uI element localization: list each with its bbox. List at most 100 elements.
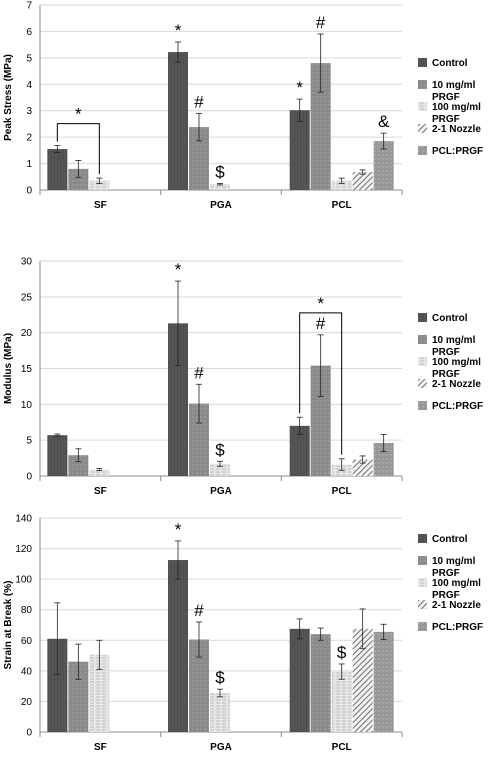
y-axis-label: Strain at Break (%) xyxy=(3,581,14,670)
x-category-label: PGA xyxy=(210,486,232,497)
y-tick-label: 10 xyxy=(21,400,33,411)
bar-100-mg-ml-prgf-sf xyxy=(89,654,110,732)
y-tick-label: 7 xyxy=(26,1,32,12)
legend-swatch xyxy=(418,622,427,631)
bar-10-mg-ml-prgf-pcl xyxy=(310,63,331,191)
y-tick-label: 140 xyxy=(15,514,32,525)
legend-label: Control xyxy=(432,313,468,324)
legend-swatch xyxy=(418,335,427,344)
y-tick-label: 6 xyxy=(26,27,32,38)
bar-2-1-nozzle-pcl xyxy=(352,172,373,190)
legend-swatch xyxy=(418,313,427,322)
bar-control-pga xyxy=(168,323,188,476)
legend-label: PRGF xyxy=(432,114,460,125)
legend-label: 100 mg/ml xyxy=(432,357,481,368)
legend-label: PRGF xyxy=(432,590,460,601)
x-category-label: SF xyxy=(94,742,107,753)
x-category-label: PCL xyxy=(332,742,352,753)
legend-label: PCL:PRGF xyxy=(432,401,483,412)
significance-marker: $ xyxy=(215,162,225,181)
legend-label: PRGF xyxy=(432,568,460,579)
x-category-label: SF xyxy=(94,200,107,211)
significance-marker: * xyxy=(296,78,303,97)
legend-label: PCL:PRGF xyxy=(432,146,483,157)
x-category-label: PCL xyxy=(332,486,352,497)
chart-panel-3: 0 20 40 60 80 100 120 140 Strain at Break (%) SF P… xyxy=(3,514,403,753)
bar-control-sf xyxy=(47,435,68,476)
bar-10-mg-ml-prgf-pcl xyxy=(310,634,331,732)
y-tick-label: 80 xyxy=(21,605,33,616)
bar-2-1-nozzle-pcl xyxy=(352,628,373,732)
bar-control-pcl xyxy=(289,425,310,476)
legend-label: 2-1 Nozzle xyxy=(432,379,481,390)
bar-2-1-nozzle-pcl xyxy=(352,459,373,476)
legend-label: 2-1 Nozzle xyxy=(432,124,481,135)
legend-label: 10 mg/ml xyxy=(432,556,476,567)
y-tick-label: 3 xyxy=(26,106,32,117)
bar-100-mg-ml-prgf-pga xyxy=(210,693,230,732)
y-tick-label: 25 xyxy=(21,292,33,303)
significance-bracket xyxy=(299,312,343,455)
legend-swatch xyxy=(418,58,427,67)
significance-marker: * xyxy=(175,21,182,40)
bar-100-mg-ml-prgf-sf xyxy=(89,469,110,476)
bar-10-mg-ml-prgf-pcl xyxy=(310,365,331,476)
legend-label: PCL:PRGF xyxy=(432,622,483,633)
significance-marker: * xyxy=(175,260,182,279)
x-category-label: PGA xyxy=(210,742,232,753)
legend-swatch xyxy=(418,80,427,89)
legend-swatch xyxy=(418,102,427,111)
x-category-label: SF xyxy=(94,486,107,497)
y-tick-label: 5 xyxy=(26,436,32,447)
significance-marker: # xyxy=(316,13,326,32)
y-axis-label: Modulus (MPa) xyxy=(3,333,14,404)
y-axis-label: Peak Stress (MPa) xyxy=(3,54,14,141)
y-tick-label: 2 xyxy=(26,133,32,144)
bar-pcl-prgf-pcl xyxy=(373,631,394,732)
legend-swatch xyxy=(418,357,427,366)
y-tick-label: 0 xyxy=(26,186,32,197)
legend-label: 100 mg/ml xyxy=(432,102,481,113)
legend-label: PRGF xyxy=(432,347,460,358)
bar-control-sf xyxy=(47,149,68,190)
legend-swatch xyxy=(418,556,427,565)
y-tick-label: 0 xyxy=(26,472,32,483)
y-tick-label: 120 xyxy=(15,544,32,555)
legend-label: 10 mg/ml xyxy=(432,80,476,91)
y-tick-label: 4 xyxy=(26,80,32,91)
legend-label: PRGF xyxy=(432,92,460,103)
y-tick-label: 1 xyxy=(26,159,32,170)
legend-label: 100 mg/ml xyxy=(432,578,481,589)
significance-marker: * xyxy=(317,294,324,313)
y-tick-label: 100 xyxy=(15,575,32,586)
legend-swatch xyxy=(418,401,427,410)
bar-control-pga xyxy=(168,560,188,732)
bar-100-mg-ml-prgf-pga xyxy=(210,463,230,476)
y-tick-label: 40 xyxy=(21,666,33,677)
significance-marker: # xyxy=(194,92,204,111)
significance-marker: # xyxy=(194,601,204,620)
significance-bracket xyxy=(56,123,100,175)
bar-10-mg-ml-prgf-sf xyxy=(68,661,89,732)
bar-pcl-prgf-pcl xyxy=(373,141,394,190)
legend-swatch xyxy=(418,578,427,587)
legend-label: 2-1 Nozzle xyxy=(432,600,481,611)
bar-100-mg-ml-prgf-pcl xyxy=(331,671,352,732)
bar-100-mg-ml-prgf-pga xyxy=(210,184,230,190)
bar-10-mg-ml-prgf-pga xyxy=(189,639,209,732)
y-tick-label: 0 xyxy=(26,728,32,739)
bar-control-pcl xyxy=(289,110,310,190)
legend-label: Control xyxy=(432,534,468,545)
y-tick-label: 5 xyxy=(26,53,32,64)
y-tick-label: 20 xyxy=(21,697,33,708)
bar-10-mg-ml-prgf-sf xyxy=(68,168,89,190)
bar-10-mg-ml-prgf-pga xyxy=(189,127,209,190)
legend-swatch xyxy=(418,600,427,609)
legend-swatch xyxy=(418,146,427,155)
legend-label: PRGF xyxy=(432,369,460,380)
bar-100-mg-ml-prgf-pcl xyxy=(331,180,352,190)
bar-control-pcl xyxy=(289,628,310,732)
